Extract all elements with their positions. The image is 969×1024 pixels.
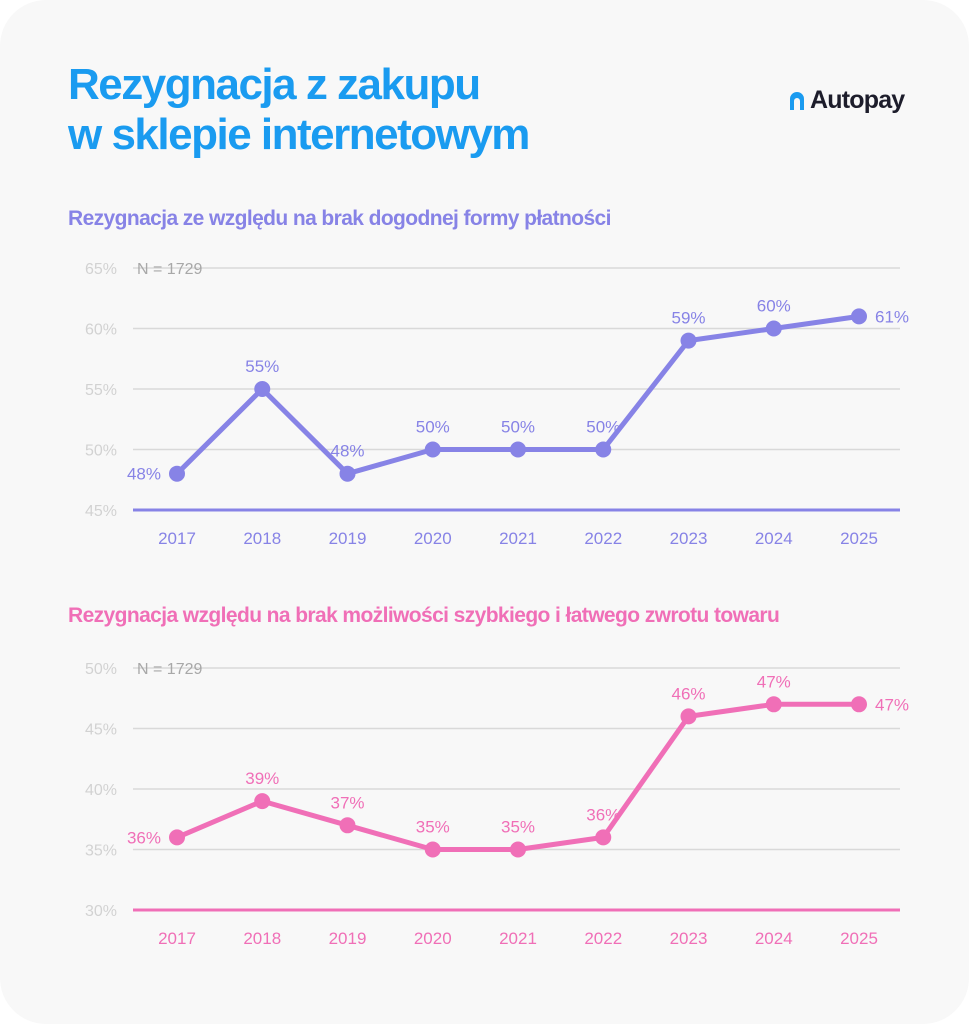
chart-1-title: Rezygnacja ze względu na brak dogodnej f… [68, 207, 611, 230]
data-point [254, 381, 271, 397]
data-point [510, 441, 526, 458]
x-tick-label: 2023 [670, 929, 708, 948]
data-point [680, 332, 697, 349]
y-tick-label: 45% [85, 722, 117, 739]
data-label: 60% [757, 297, 791, 316]
data-point [510, 841, 526, 858]
data-point [595, 829, 612, 846]
data-label: 50% [586, 418, 620, 437]
x-tick-label: 2018 [243, 529, 281, 548]
data-point [595, 441, 612, 458]
x-tick-label: 2024 [755, 529, 793, 548]
data-point [254, 793, 271, 810]
x-tick-label: 2019 [329, 529, 367, 548]
data-point [765, 696, 782, 713]
data-point [765, 320, 782, 337]
y-tick-label: 55% [85, 382, 117, 399]
data-point [169, 465, 185, 482]
data-point [851, 696, 867, 713]
page-title-line-2: w sklepie internetowym [68, 110, 530, 159]
data-label: 55% [245, 357, 279, 376]
data-point [851, 308, 867, 325]
sample-size-note: N = 1729 [137, 261, 202, 278]
data-label: 35% [416, 818, 450, 837]
y-tick-label: 50% [85, 443, 117, 460]
data-label: 36% [127, 828, 161, 847]
y-tick-label: 50% [85, 661, 117, 678]
data-label: 50% [416, 418, 450, 437]
x-tick-label: 2022 [584, 929, 622, 948]
x-tick-label: 2024 [755, 929, 793, 948]
data-label: 36% [586, 805, 620, 824]
data-label: 47% [875, 695, 909, 714]
data-label: 61% [875, 307, 909, 326]
y-tick-label: 30% [85, 903, 117, 920]
x-tick-label: 2023 [670, 529, 708, 548]
data-label: 37% [330, 793, 364, 812]
data-point [680, 708, 697, 725]
data-label: 48% [127, 465, 161, 484]
page-title-line-1: Rezygnacja z zakupu [68, 60, 481, 109]
y-tick-label: 40% [85, 782, 117, 799]
x-tick-label: 2017 [158, 529, 196, 548]
data-point [339, 817, 356, 834]
autopay-logo-icon [790, 91, 804, 110]
x-tick-label: 2018 [243, 929, 281, 948]
y-tick-label: 45% [85, 503, 117, 520]
payment-method-chart: 45% 50% 55% 60% 65% N = 1729 2017 2018 2019 2020 2… [85, 261, 909, 548]
data-label: 46% [671, 684, 705, 703]
data-point [424, 441, 441, 458]
y-tick-label: 60% [85, 322, 117, 339]
data-label: 50% [501, 418, 535, 437]
x-tick-label: 2020 [414, 529, 452, 548]
y-tick-label: 65% [85, 261, 117, 278]
x-tick-label: 2022 [584, 529, 622, 548]
x-tick-label: 2021 [499, 529, 537, 548]
autopay-logo: Autopay [790, 86, 905, 115]
data-label: 47% [757, 672, 791, 691]
data-label: 48% [330, 442, 364, 461]
x-tick-label: 2025 [840, 929, 878, 948]
x-tick-label: 2021 [499, 929, 537, 948]
sample-size-note: N = 1729 [137, 661, 202, 678]
return-policy-chart: 30% 35% 40% 45% 50% N = 1729 2017 2018 2019 2020 2… [85, 661, 909, 948]
x-tick-label: 2025 [840, 529, 878, 548]
data-label: 39% [245, 769, 279, 788]
x-tick-label: 2017 [158, 929, 196, 948]
autopay-logo-text: Autopay [810, 86, 905, 114]
x-tick-label: 2019 [329, 929, 367, 948]
data-point [339, 465, 356, 482]
x-tick-label: 2020 [414, 929, 452, 948]
data-label: 35% [501, 818, 535, 837]
data-point [169, 829, 185, 846]
data-label: 59% [671, 309, 705, 328]
data-point [424, 841, 441, 858]
y-tick-label: 35% [85, 843, 117, 860]
chart-2-title: Rezygnacja względu na brak możliwości sz… [68, 604, 780, 627]
page-title: Rezygnacja z zakupu w sklepie internetow… [68, 60, 530, 160]
